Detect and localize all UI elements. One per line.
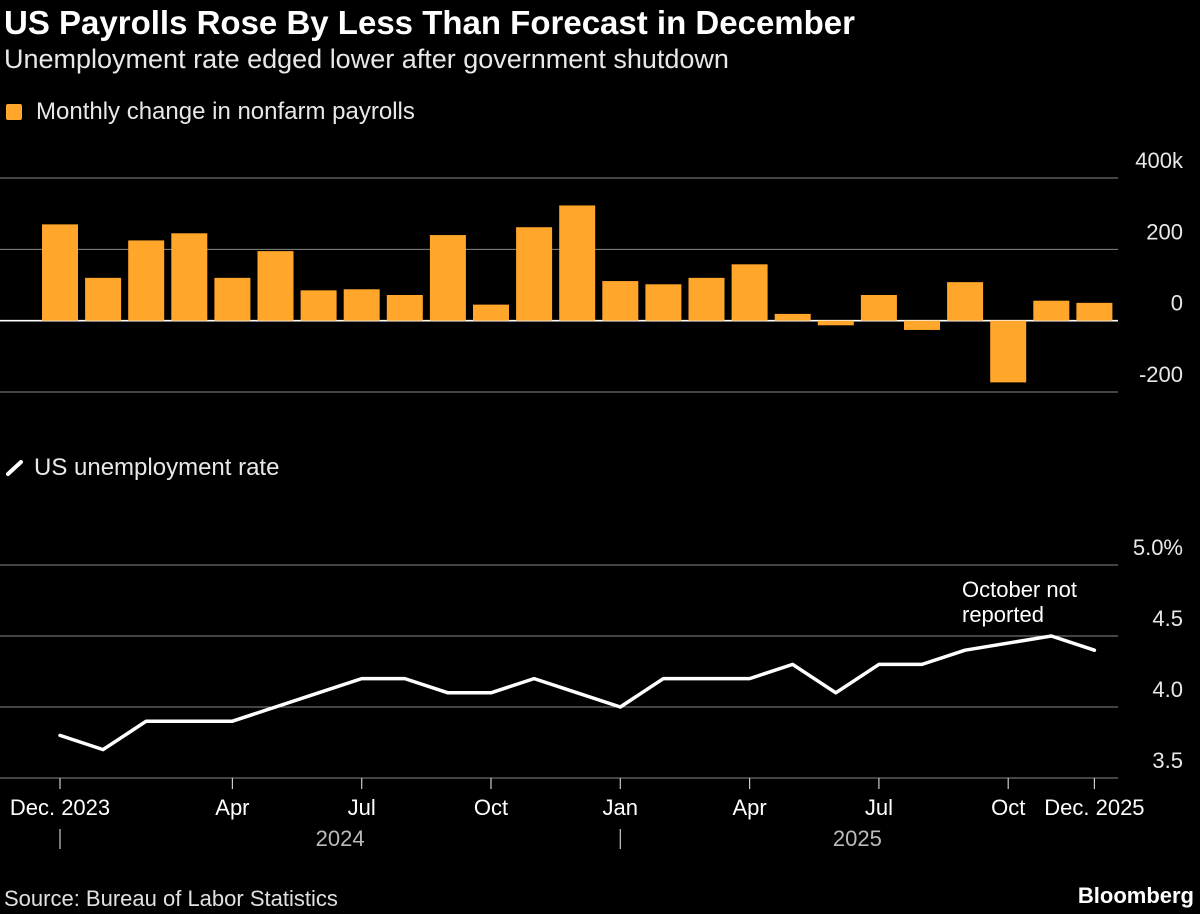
x-tick-label: Dec. 2025 [1044,795,1144,820]
x-tick-label: Jan [603,795,638,820]
line-series [58,634,1097,752]
chart-subtitle: Unemployment rate edged lower after gove… [4,44,729,74]
payroll-bar [42,224,78,321]
bar-series [42,205,1113,383]
payroll-bar [990,320,1027,383]
line-chart-grid [0,564,1118,779]
payroll-bar [214,277,251,321]
y-tick-label: 3.5 [1152,748,1183,773]
payroll-bar [774,313,811,321]
payroll-bar [128,240,165,321]
payroll-bar [817,320,854,326]
chart-title: US Payrolls Rose By Less Than Forecast i… [4,4,855,41]
line-swatch-icon [6,460,23,476]
payroll-bar [429,235,466,321]
bar-swatch-icon [6,104,22,120]
payroll-bar [904,320,940,330]
y-tick-label: 400k [1135,148,1184,173]
payroll-bar [947,282,984,321]
line-y-axis: 5.0% 4.5 4.0 3.5 [1133,535,1183,773]
source-note: Source: Bureau of Labor Statistics [4,886,338,911]
x-tick-label: Apr [215,795,249,820]
year-label: 2025 [833,826,882,851]
y-tick-label: 4.5 [1152,606,1183,631]
payroll-bar [386,294,423,321]
payroll-bar [171,233,208,321]
annotation-text: reported [962,602,1044,627]
x-tick-label: Apr [732,795,766,820]
payrolls-legend-label: Monthly change in nonfarm payrolls [36,98,415,125]
y-tick-label: -200 [1139,362,1183,387]
payroll-bar [85,277,122,321]
payroll-bar [731,264,768,321]
payroll-bar [516,227,553,321]
payroll-bar [602,281,639,321]
payroll-bar [300,290,337,321]
payroll-bar [1076,302,1113,321]
unemployment-rate-line [58,634,1097,752]
y-tick-label: 4.0 [1152,677,1183,702]
y-tick-label: 0 [1171,291,1183,316]
payroll-bar [688,277,725,321]
payroll-bar [559,205,596,321]
payroll-bar [473,304,509,321]
year-label: 2024 [316,826,365,851]
payrolls-legend: Monthly change in nonfarm payrolls [6,98,415,126]
x-tick-label: Jul [348,795,376,820]
x-tick-label: Oct [474,795,508,820]
payroll-bar [1033,300,1070,321]
x-axis: Dec. 2023 Apr Jul Oct Jan Apr Jul Oct Dec. 2025 2… [10,778,1145,851]
y-tick-label: 200 [1146,219,1183,244]
payroll-bar [860,294,897,321]
payroll-bar [343,289,380,321]
x-tick-label: Dec. 2023 [10,795,110,820]
payroll-bar [645,284,682,321]
bar-y-axis: 400k 200 0 -200 [1135,148,1184,387]
unemployment-legend: US unemployment rate [6,454,279,482]
payroll-bar [257,251,294,321]
x-tick-label: Oct [991,795,1025,820]
bloomberg-logo: Bloomberg [1077,883,1194,908]
y-tick-label: 5.0% [1133,535,1183,560]
annotation-text: October not [962,577,1077,602]
x-tick-label: Jul [865,795,893,820]
unemployment-legend-label: US unemployment rate [34,454,280,481]
